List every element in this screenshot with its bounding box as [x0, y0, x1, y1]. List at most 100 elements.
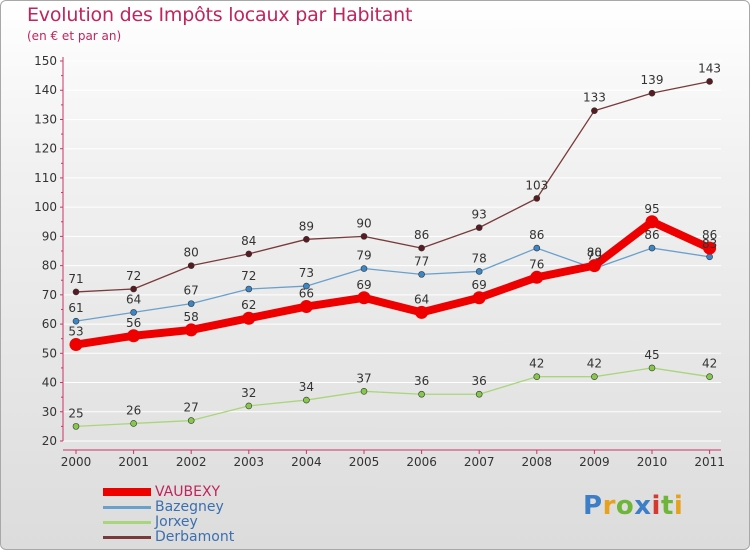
- data-label-bazegney-2008: 86: [529, 228, 544, 242]
- series-line-jorxey: [75, 367, 711, 428]
- data-point-bazegney-2006: [418, 271, 425, 278]
- logo-letter: o: [615, 491, 635, 521]
- data-label-jorxey-2004: 34: [299, 380, 314, 394]
- data-point-jorxey-2003: [245, 402, 253, 410]
- tick-label-y-140: 140: [34, 83, 57, 97]
- series-line-derbamont: [75, 80, 711, 293]
- logo-letter: x: [634, 491, 652, 521]
- data-point-derbamont-2001: [130, 285, 137, 293]
- data-point-derbamont-2008: [533, 195, 541, 202]
- data-label-jorxey-2005: 37: [356, 371, 371, 385]
- data-label-derbamont-2007: 93: [472, 208, 487, 222]
- data-point-bazegney-2010: [648, 244, 656, 252]
- data-label-jorxey-2006: 36: [414, 374, 429, 388]
- data-label-bazegney-2000: 61: [68, 301, 83, 315]
- logo-letter: t: [660, 491, 674, 521]
- data-point-vaubexy-2008: [530, 270, 544, 284]
- data-point-derbamont-2010: [648, 89, 656, 97]
- data-point-jorxey-2009: [591, 373, 598, 380]
- tick-label-x-2001: 2001: [118, 455, 149, 469]
- tick-label-y-110: 110: [34, 171, 57, 185]
- data-point-jorxey-2006: [418, 390, 425, 398]
- tick-label-y-130: 130: [34, 112, 57, 126]
- data-label-bazegney-2001: 64: [126, 292, 141, 306]
- data-point-vaubexy-2002: [184, 323, 198, 337]
- data-point-vaubexy-2009: [587, 259, 601, 273]
- data-label-derbamont-2005: 90: [356, 216, 371, 230]
- chart-subtitle: (en € et par an): [27, 29, 122, 43]
- tick-label-y-40: 40: [42, 376, 57, 390]
- data-label-jorxey-2007: 36: [472, 374, 487, 388]
- tick-label-y-30: 30: [42, 405, 57, 419]
- data-label-derbamont-2002: 80: [184, 246, 199, 260]
- data-label-vaubexy-2008: 76: [529, 257, 544, 271]
- logo-letter: i: [651, 491, 661, 521]
- data-label-vaubexy-2007: 69: [472, 278, 487, 292]
- data-label-vaubexy-2006: 64: [414, 292, 429, 306]
- data-point-bazegney-2005: [360, 265, 368, 272]
- tick-label-y-60: 60: [42, 317, 57, 331]
- data-point-bazegney-2004: [303, 282, 310, 290]
- data-point-jorxey-2002: [187, 417, 195, 424]
- data-point-derbamont-2000: [72, 288, 80, 296]
- data-point-vaubexy-2007: [472, 291, 486, 305]
- tick-label-x-2004: 2004: [291, 455, 322, 469]
- tick-label-x-2005: 2005: [349, 455, 380, 469]
- data-label-derbamont-2001: 72: [126, 269, 141, 283]
- data-point-vaubexy-2011: [703, 241, 717, 255]
- series-line-bazegney: [75, 247, 711, 322]
- tick-label-y-150: 150: [34, 54, 57, 68]
- tick-label-x-2008: 2008: [522, 455, 553, 469]
- data-label-derbamont-2006: 86: [414, 228, 429, 242]
- data-label-derbamont-2000: 71: [68, 272, 83, 286]
- tick-label-x-2007: 2007: [464, 455, 495, 469]
- data-point-derbamont-2011: [706, 78, 713, 85]
- data-label-bazegney-2011: 83: [702, 237, 717, 251]
- data-point-derbamont-2003: [245, 250, 253, 258]
- data-label-derbamont-2004: 89: [299, 219, 314, 233]
- tick-label-x-2003: 2003: [234, 455, 265, 469]
- tick-label-y-70: 70: [42, 288, 57, 302]
- data-point-bazegney-2002: [187, 300, 195, 307]
- data-label-vaubexy-2000: 53: [68, 325, 83, 339]
- chart-title: Evolution des Impôts locaux par Habitant: [27, 4, 413, 26]
- data-label-jorxey-2002: 27: [184, 401, 199, 415]
- data-point-jorxey-2004: [303, 396, 310, 404]
- data-label-bazegney-2004: 73: [299, 266, 314, 280]
- data-label-jorxey-2003: 32: [241, 386, 256, 400]
- data-label-derbamont-2008: 103: [525, 178, 548, 192]
- tick-label-y-100: 100: [34, 200, 57, 214]
- data-label-jorxey-2000: 25: [68, 406, 83, 420]
- data-label-jorxey-2008: 42: [529, 357, 544, 371]
- data-label-vaubexy-2011: 86: [702, 228, 717, 242]
- data-label-vaubexy-2010: 95: [644, 202, 659, 216]
- data-label-jorxey-2009: 42: [587, 357, 602, 371]
- tick-label-x-2000: 2000: [61, 455, 92, 469]
- data-label-derbamont-2003: 84: [241, 234, 256, 248]
- series-line-vaubexy: [72, 217, 714, 349]
- tick-label-x-2011: 2011: [694, 455, 725, 469]
- data-label-jorxey-2001: 26: [126, 403, 141, 417]
- logo-letter: P: [583, 491, 603, 521]
- logo-letter: i: [673, 491, 684, 521]
- data-label-bazegney-2006: 77: [414, 254, 429, 268]
- tick-label-y-120: 120: [34, 142, 57, 156]
- data-label-vaubexy-2005: 69: [356, 278, 371, 292]
- data-point-jorxey-2000: [72, 423, 80, 430]
- data-point-jorxey-2010: [648, 364, 656, 372]
- data-point-derbamont-2002: [187, 262, 195, 269]
- data-label-jorxey-2010: 45: [644, 348, 659, 362]
- legend-label-bazegney: Bazegney: [155, 499, 224, 515]
- data-point-derbamont-2007: [475, 224, 483, 231]
- data-point-vaubexy-2004: [299, 300, 313, 314]
- data-label-vaubexy-2003: 62: [241, 298, 256, 312]
- tick-label-x-2006: 2006: [406, 455, 437, 469]
- data-label-bazegney-2007: 78: [472, 251, 487, 265]
- data-label-vaubexy-2001: 56: [126, 316, 141, 330]
- data-label-bazegney-2010: 86: [644, 228, 659, 242]
- legend-label-jorxey: Jorxey: [155, 514, 198, 530]
- logo-letter: r: [602, 491, 616, 521]
- tick-label-y-20: 20: [42, 434, 57, 448]
- data-point-bazegney-2000: [72, 317, 80, 325]
